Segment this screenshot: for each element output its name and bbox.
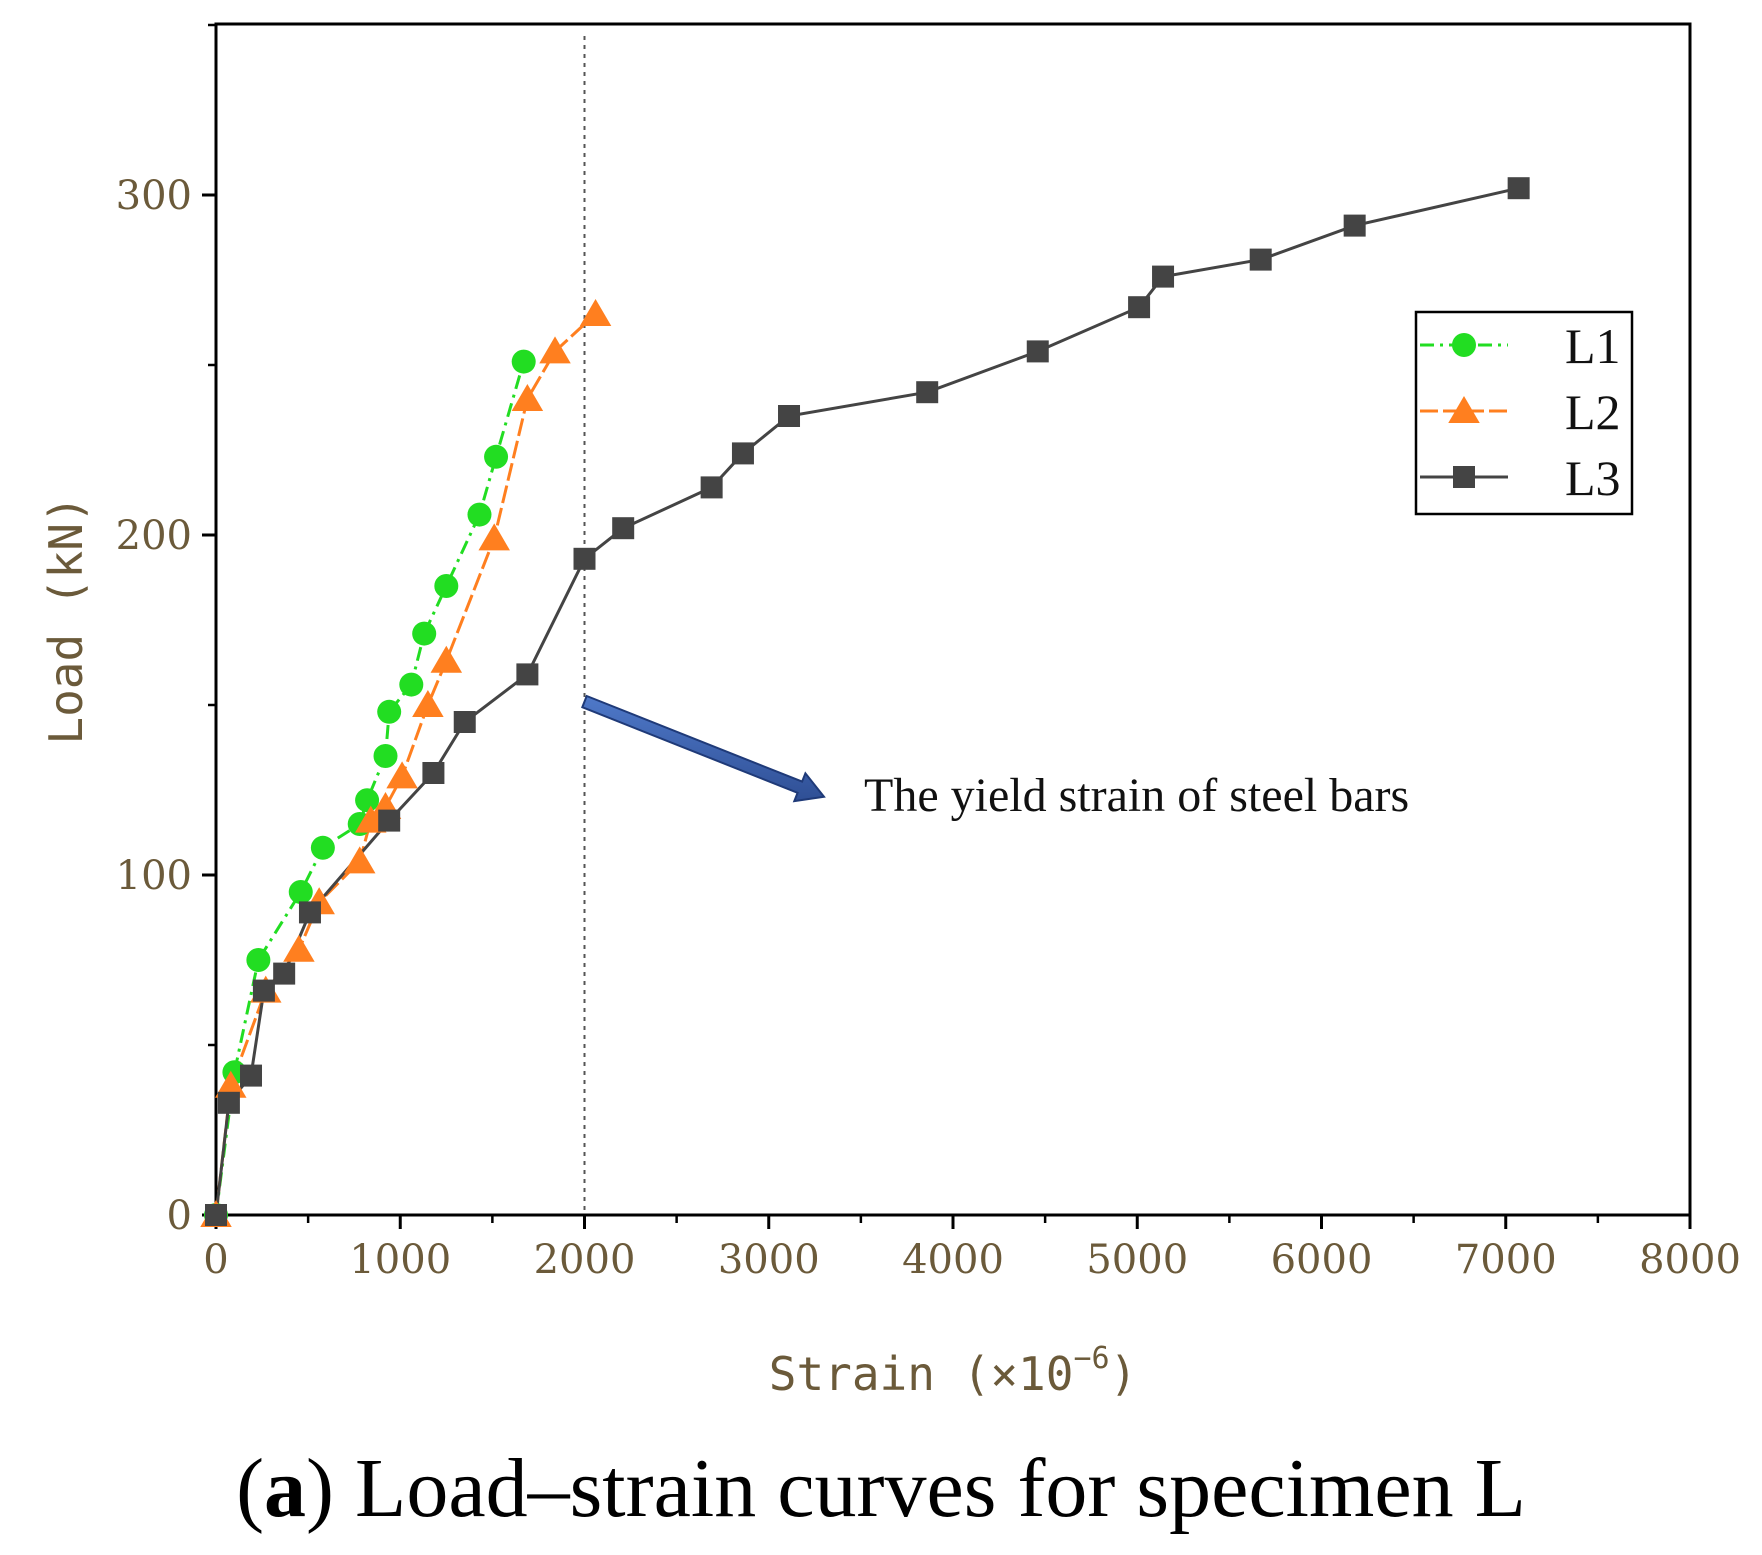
y-axis-title: Load (kN) bbox=[39, 495, 93, 744]
data-point-L1 bbox=[484, 444, 509, 469]
series-line-L2 bbox=[214, 312, 597, 1216]
data-point-L3 bbox=[453, 711, 476, 733]
x-tick-label: 1000 bbox=[349, 1237, 451, 1283]
y-tick-label: 200 bbox=[116, 513, 192, 559]
plot-frame bbox=[214, 22, 1692, 1217]
data-point-L2 bbox=[386, 761, 418, 789]
data-point-L3 bbox=[298, 901, 321, 924]
data-point-L3 bbox=[1507, 177, 1530, 200]
data-point-L1 bbox=[434, 574, 459, 598]
x-tick-label: 0 bbox=[203, 1237, 228, 1283]
legend: L1 L2 L3 bbox=[1414, 310, 1634, 516]
data-point-L2 bbox=[412, 690, 444, 717]
data-point-L3 bbox=[205, 1204, 227, 1226]
data-point-L1 bbox=[355, 788, 380, 813]
legend-label-L1: L1 bbox=[1565, 318, 1621, 374]
legend-label-L3: L3 bbox=[1565, 450, 1621, 506]
data-point-L1 bbox=[377, 699, 402, 724]
data-point-L3 bbox=[378, 809, 401, 832]
x-tick-label: 5000 bbox=[1086, 1237, 1188, 1283]
data-point-L3 bbox=[217, 1091, 240, 1114]
data-point-L1 bbox=[412, 621, 437, 646]
data-point-L3 bbox=[916, 381, 939, 404]
data-point-L3 bbox=[1026, 340, 1049, 363]
y-tick-label: 100 bbox=[116, 853, 192, 899]
data-point-L3 bbox=[252, 979, 275, 1002]
data-point-L2 bbox=[511, 384, 544, 411]
x-tick-label: 8000 bbox=[1639, 1237, 1741, 1283]
legend-label-L2: L2 bbox=[1565, 384, 1621, 440]
data-point-L2 bbox=[214, 1070, 247, 1098]
data-point-L3 bbox=[1343, 214, 1366, 237]
figure-caption: (a) Load–strain curves for specimen L bbox=[236, 1442, 1526, 1535]
data-point-L1 bbox=[288, 880, 313, 904]
data-point-L2 bbox=[343, 846, 376, 874]
data-point-L1 bbox=[511, 349, 536, 374]
data-point-L3 bbox=[612, 517, 635, 540]
data-point-L2 bbox=[478, 523, 510, 551]
data-point-L2 bbox=[539, 336, 571, 364]
data-point-L3 bbox=[1152, 265, 1175, 288]
data-point-L1 bbox=[310, 835, 335, 860]
x-tick-label: 3000 bbox=[718, 1237, 820, 1283]
data-point-L2 bbox=[430, 645, 463, 673]
data-point-L3 bbox=[573, 547, 596, 570]
data-point-L1 bbox=[399, 672, 424, 697]
series-line-L3 bbox=[214, 186, 1519, 1216]
data-point-L3 bbox=[422, 762, 445, 784]
data-point-L1 bbox=[467, 502, 492, 527]
data-point-L2 bbox=[283, 934, 315, 962]
data-point-L3 bbox=[778, 405, 801, 427]
data-point-L3 bbox=[516, 663, 539, 686]
data-point-L3 bbox=[240, 1064, 263, 1087]
data-point-L3 bbox=[1249, 248, 1272, 271]
legend-marker-L3 bbox=[1453, 466, 1475, 488]
x-tick-label: 6000 bbox=[1271, 1237, 1373, 1283]
y-tick-label: 300 bbox=[116, 173, 192, 219]
data-point-L1 bbox=[246, 948, 271, 972]
annotation-arrow bbox=[581, 694, 826, 803]
series-line-L1 bbox=[214, 361, 526, 1216]
data-point-L1 bbox=[373, 744, 398, 768]
legend-marker-L2 bbox=[1448, 396, 1480, 423]
data-point-L2 bbox=[579, 299, 612, 326]
data-point-L3 bbox=[731, 442, 754, 465]
y-tick-label: 0 bbox=[167, 1193, 192, 1239]
data-point-L3 bbox=[1128, 296, 1151, 319]
x-axis-title: Strain (×10−6) bbox=[769, 1341, 1137, 1401]
data-point-L3 bbox=[273, 962, 296, 985]
data-point-L3 bbox=[700, 476, 723, 499]
annotation-text: The yield strain of steel bars bbox=[864, 769, 1409, 822]
x-tick-label: 4000 bbox=[902, 1237, 1004, 1283]
x-tick-label: 2000 bbox=[534, 1237, 636, 1283]
x-tick-label: 7000 bbox=[1455, 1237, 1557, 1283]
legend-marker-L1 bbox=[1452, 333, 1476, 357]
